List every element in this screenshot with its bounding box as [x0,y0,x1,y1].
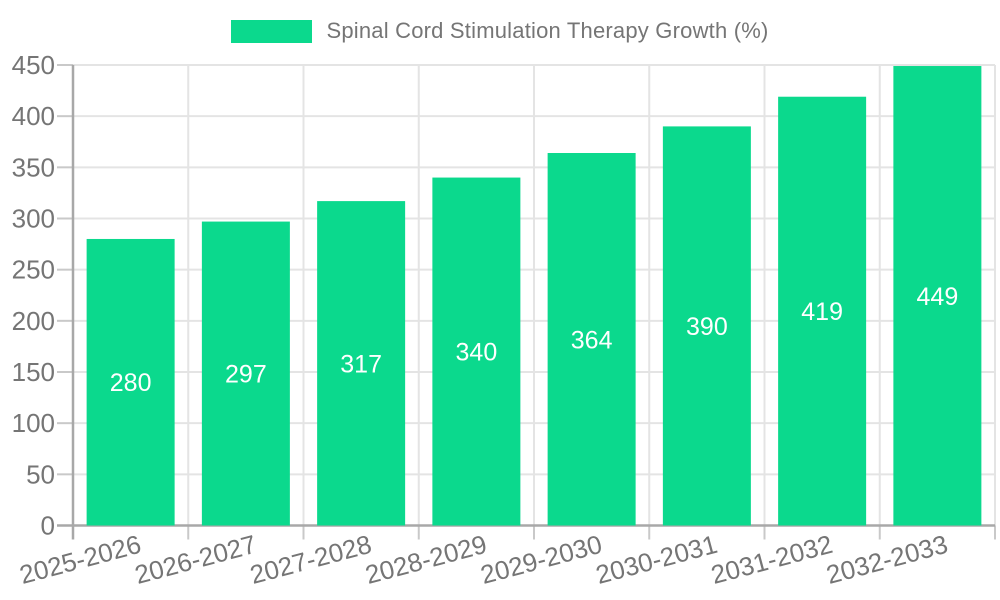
y-axis-label: 350 [12,152,55,182]
y-axis-label: 300 [12,204,55,234]
x-axis-label: 2029-2030 [477,529,605,590]
bar-value-label: 280 [110,369,152,397]
bar[interactable] [893,66,982,526]
bar-value-label: 297 [225,361,267,389]
x-axis-label: 2032-2033 [823,529,951,590]
legend[interactable]: Spinal Cord Stimulation Therapy Growth (… [0,18,1000,44]
bar[interactable] [201,221,290,526]
y-axis-label: 450 [12,50,55,80]
bar-value-label: 419 [801,298,843,326]
bar[interactable] [317,201,406,526]
bar-value-label: 449 [917,283,959,311]
legend-label: Spinal Cord Stimulation Therapy Growth (… [326,18,769,43]
bar[interactable] [86,238,175,526]
bar[interactable] [432,177,521,526]
bar[interactable] [547,153,636,526]
bar-value-label: 340 [456,339,498,367]
x-axis-label: 2031-2032 [708,529,836,590]
bar-value-label: 317 [340,350,382,378]
bar[interactable] [778,96,867,526]
y-axis-label: 0 [41,511,55,541]
bar[interactable] [662,126,751,526]
y-axis-label: 100 [12,408,55,438]
x-axis-label: 2028-2029 [362,529,490,590]
y-axis-label: 200 [12,306,55,336]
x-axis-label: 2025-2026 [16,529,144,590]
x-axis-label: 2027-2028 [247,529,375,590]
bar-value-label: 364 [571,326,613,354]
legend-swatch [231,19,313,43]
x-axis-label: 2030-2031 [593,529,721,590]
x-axis-label: 2026-2027 [132,529,260,590]
bar-value-label: 390 [686,313,728,341]
y-axis-label: 150 [12,357,55,387]
y-axis-label: 400 [12,101,55,131]
y-axis-label: 50 [26,459,55,489]
y-axis-label: 250 [12,255,55,285]
